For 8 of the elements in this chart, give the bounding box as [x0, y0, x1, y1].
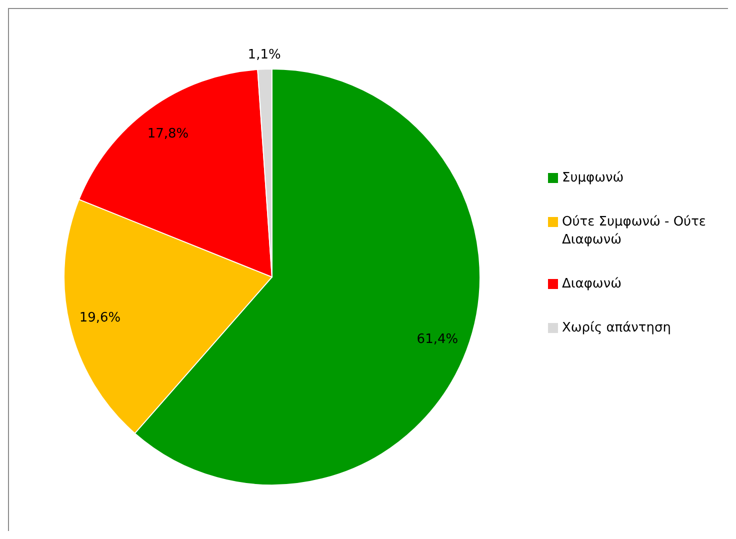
legend-label: Χωρίς απάντηση — [562, 320, 671, 336]
data-label: 19,6% — [79, 310, 121, 326]
data-label: 17,8% — [147, 126, 189, 142]
legend-label: Ούτε Συμφωνώ - Ούτε Διαφωνώ — [562, 214, 706, 248]
legend-label: Διαφωνώ — [562, 276, 622, 292]
data-label: 61,4% — [416, 332, 458, 347]
data-label: 1,1% — [248, 48, 281, 63]
legend-label: Συμφωνώ — [562, 170, 624, 186]
